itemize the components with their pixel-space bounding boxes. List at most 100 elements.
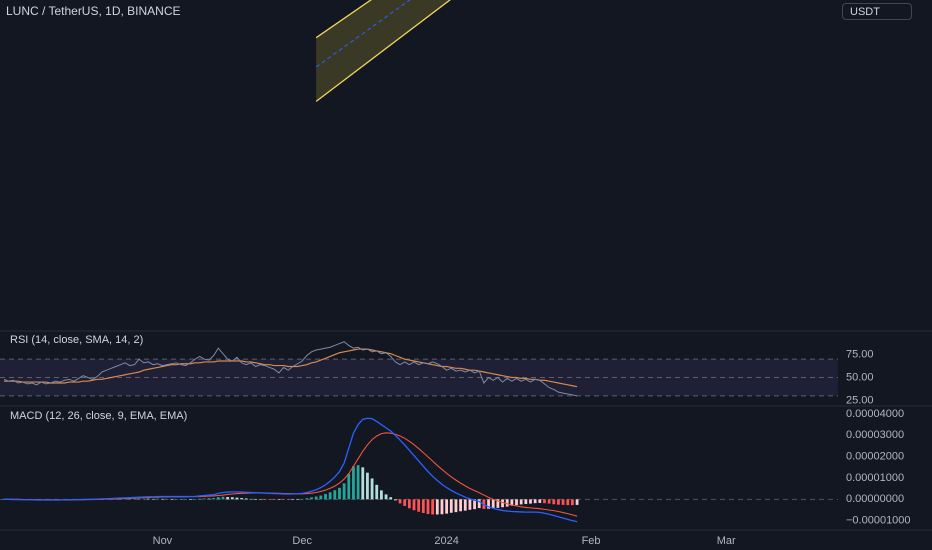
macd-histogram-bar (216, 497, 220, 500)
macd-histogram-bar (305, 498, 309, 500)
macd-histogram-bar (324, 494, 327, 500)
macd-histogram-bar (161, 498, 164, 500)
macd-histogram-bar (426, 499, 430, 515)
chart-title: LUNC / TetherUS, 1D, BINANCE (6, 4, 181, 18)
macd-histogram-bar (473, 499, 476, 510)
channel-upper-line (315, 0, 372, 39)
macd-histogram-bar (361, 467, 365, 500)
macd-histogram-bar (198, 498, 202, 500)
rsi-title: RSI (14, close, SMA, 14, 2) (10, 334, 144, 346)
macd-histogram-bar (561, 499, 565, 505)
macd-histogram-bar (491, 499, 495, 509)
macd-histogram-bar (440, 499, 444, 515)
macd-histogram-bar (338, 487, 341, 500)
macd-histogram-bar (272, 499, 276, 500)
macd-histogram-bar (393, 499, 397, 501)
macd-histogram-bar (188, 499, 192, 500)
macd-histogram-bar (147, 498, 150, 500)
macd-histogram-bar (533, 499, 537, 504)
macd-histogram-bar (421, 499, 425, 513)
macd-histogram-bar (212, 498, 216, 500)
macd-axis-tick: 0.00001000 (846, 472, 904, 484)
macd-histogram-bar (356, 465, 360, 500)
macd-histogram-bar (333, 490, 337, 500)
macd-histogram-bar (487, 499, 490, 509)
macd-histogram-bar (417, 499, 421, 512)
time-axis-tick: Mar (717, 535, 736, 547)
macd-histogram-bar (156, 498, 160, 500)
macd-histogram-bar (328, 492, 332, 500)
rsi-sma-line (4, 348, 578, 388)
macd-histogram-bar (277, 499, 281, 500)
rsi-line (3, 341, 578, 397)
macd-histogram-bar (389, 497, 393, 500)
rsi-axis-tick: 50.00 (846, 371, 874, 383)
macd-histogram-bar (347, 473, 351, 500)
macd-histogram-bar (342, 483, 346, 500)
channel-lower-line (315, 0, 451, 102)
macd-histogram-bar (240, 498, 244, 500)
macd-line (3, 417, 578, 523)
macd-histogram-bar (286, 499, 290, 500)
rsi-axis-tick: 25.00 (846, 394, 874, 406)
macd-histogram-bar (454, 499, 458, 513)
macd-title: MACD (12, 26, close, 9, EMA, EMA) (10, 410, 188, 422)
macd-histogram-bar (519, 499, 523, 505)
macd-histogram-bar (477, 499, 481, 509)
macd-histogram-bar (384, 494, 388, 500)
macd-histogram-bar (165, 498, 169, 500)
macd-axis-tick: 0.00003000 (846, 429, 904, 441)
macd-histogram-bar (505, 499, 509, 507)
macd-histogram-bar (403, 499, 407, 506)
macd-histogram-bar (319, 495, 323, 500)
macd-histogram-bar (571, 499, 574, 506)
macd-axis-tick: −0.00001000 (846, 515, 911, 527)
macd-histogram-bar (543, 499, 546, 504)
macd-histogram-bar (529, 499, 532, 504)
macd-histogram-bar (575, 499, 579, 505)
macd-histogram-bar (291, 499, 295, 500)
channel-midline (315, 0, 411, 68)
macd-histogram-bar (449, 499, 453, 513)
macd-histogram-bar (235, 497, 239, 500)
macd-histogram-bar (282, 499, 285, 500)
macd-histogram-bar (193, 499, 197, 500)
macd-histogram-bar (268, 499, 271, 500)
macd-histogram-bar (249, 498, 253, 500)
macd-histogram-bar (524, 499, 528, 505)
macd-histogram-bar (230, 497, 234, 500)
macd-histogram-bar (184, 499, 188, 500)
macd-histogram-bar (547, 499, 551, 504)
time-axis-tick: Dec (292, 535, 312, 547)
macd-histogram-bar (128, 498, 132, 500)
macd-histogram-bar (445, 499, 449, 514)
macd-histogram-bar (244, 498, 248, 500)
macd-histogram-bar (202, 498, 206, 500)
macd-histogram-bar (174, 499, 178, 500)
macd-histogram-bar (459, 499, 463, 512)
macd-axis-tick: 0.00004000 (846, 408, 904, 420)
time-axis-tick: 2024 (434, 535, 458, 547)
rsi-axis-tick: 75.00 (846, 348, 874, 360)
macd-histogram-bar (515, 499, 518, 506)
macd-axis-tick: 0.00000000 (846, 493, 904, 505)
macd-histogram-bar (496, 499, 500, 508)
macd-histogram-bar (370, 478, 374, 500)
macd-histogram-bar (398, 499, 402, 504)
macd-histogram-bar (221, 496, 225, 500)
macd-histogram-bar (552, 499, 556, 505)
macd-histogram-bar (557, 499, 560, 505)
macd-histogram-bar (501, 499, 504, 508)
macd-histogram-bar (258, 499, 262, 500)
macd-axis-tick: 0.00002000 (846, 451, 904, 463)
macd-histogram-bar (310, 497, 313, 500)
currency-button[interactable]: USDT (842, 3, 912, 20)
macd-histogram-bar (468, 499, 472, 510)
macd-histogram-bar (352, 466, 355, 500)
macd-histogram-bar (300, 498, 304, 500)
channel-fill (316, 0, 450, 102)
macd-histogram-bar (412, 499, 416, 511)
macd-histogram-bar (407, 499, 411, 509)
macd-histogram-bar (179, 499, 183, 500)
